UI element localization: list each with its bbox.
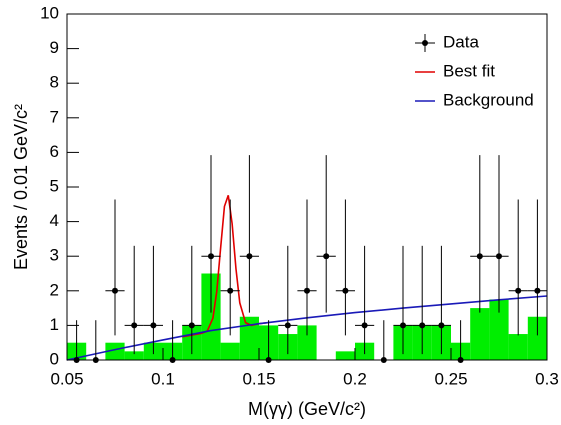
x-tick-label: 0.15 [242,369,275,388]
bar [297,325,317,360]
data-point [419,322,426,329]
y-tick-label: 1 [50,315,59,334]
data-point [361,322,368,329]
bar [508,334,528,360]
bar [105,342,125,360]
bar [239,316,259,360]
x-tick-label: 0.05 [50,369,83,388]
data-point [342,287,349,294]
data-point [476,253,483,260]
legend-label: Background [443,90,534,109]
bar [335,351,355,360]
y-tick-label: 9 [50,38,59,57]
y-tick-label: 2 [50,280,59,299]
data-point [515,287,522,294]
bar [220,342,240,360]
x-tick-label: 0.25 [434,369,467,388]
bar [489,299,509,360]
y-tick-label: 3 [50,246,59,265]
data-point [246,253,253,260]
data-point [208,253,214,260]
data-point [188,322,195,329]
data-point [284,322,291,329]
bar [527,316,547,360]
y-tick-label: 0 [50,349,59,368]
bar [124,351,144,360]
y-tick-label: 10 [40,3,59,22]
x-tick-label: 0.1 [151,369,175,388]
data-point [131,322,138,329]
legend-marker [422,40,428,46]
x-tick-label: 0.3 [535,369,559,388]
y-tick-label: 6 [50,142,59,161]
y-tick-label: 8 [50,73,59,92]
x-tick-label: 0.2 [343,369,367,388]
data-point [438,322,445,329]
y-tick-label: 5 [50,176,59,195]
data-point [304,287,310,294]
data-point [400,322,406,329]
data-point [534,287,541,294]
y-axis-title: Events / 0.01 GeV/c² [11,104,31,270]
data-point [112,287,118,294]
y-tick-label: 7 [50,107,59,126]
data-point [227,287,234,294]
legend-label: Best fit [443,61,495,80]
data-point [496,253,502,260]
data-point [323,253,330,260]
y-tick-label: 4 [50,211,59,230]
bar [470,308,490,360]
legend-label: Data [443,32,479,51]
x-axis-title: M(γγ) (GeV/c²) [248,399,366,419]
data-point [150,322,157,329]
curve [182,195,269,338]
